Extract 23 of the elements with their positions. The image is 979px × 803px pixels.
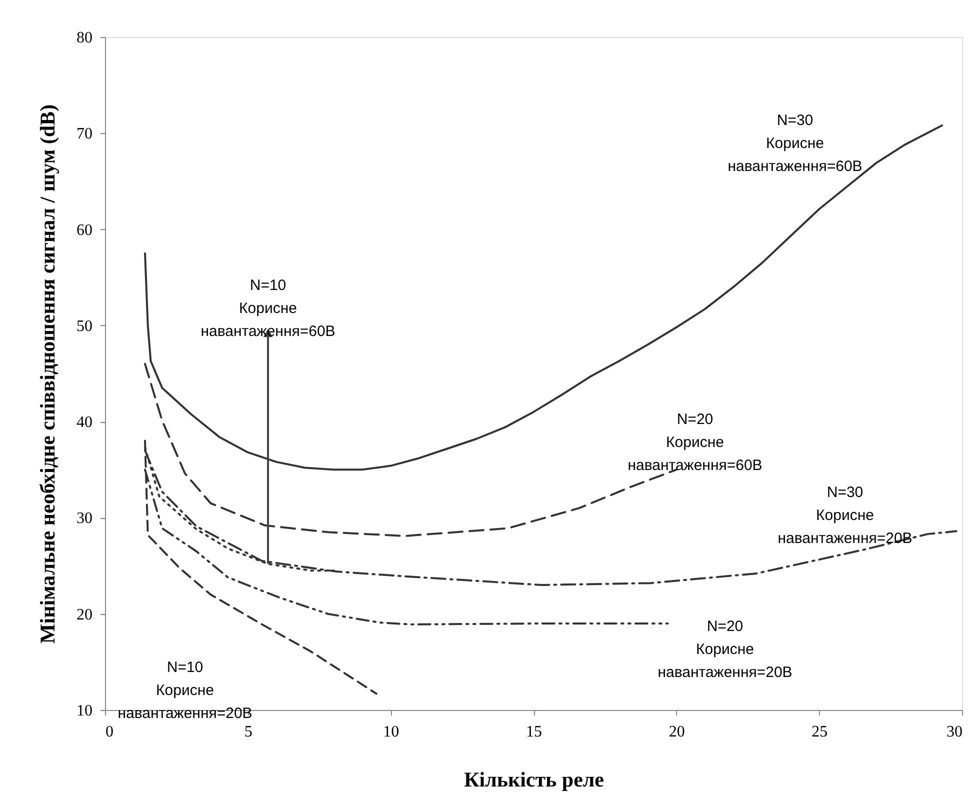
- annotation: N=30 Корисне навантаження=20В: [778, 484, 912, 547]
- x-axis-title: Кількість реле: [464, 768, 604, 792]
- y-tick-label: 20: [76, 606, 92, 624]
- annotation: N=20 Корисне навантаження=60В: [628, 411, 762, 474]
- x-tick-label: 10: [383, 724, 400, 740]
- annotation: N=10 Корисне навантаження=20В: [118, 659, 252, 722]
- y-tick-label: 70: [76, 126, 92, 143]
- annotation: N=30 Корисне навантаження=60В: [728, 112, 862, 175]
- y-tick-label: 30: [76, 510, 92, 528]
- x-tick-label: 30: [946, 724, 962, 740]
- y-axis-title: Мінімальне необхідне співвідношення сигнал / шум (dB): [36, 104, 60, 644]
- y-tick-label: 40: [76, 414, 92, 432]
- x-tick-label: 20: [668, 724, 685, 740]
- x-tick-label: 25: [812, 724, 828, 740]
- x-tick-label: 0: [106, 724, 114, 740]
- y-tick-label: 80: [76, 30, 92, 46]
- annotation: N=20 Корисне навантаження=20В: [658, 618, 792, 681]
- y-tick-label: 50: [76, 318, 92, 335]
- x-tick-label: 5: [244, 724, 252, 740]
- annotation: N=10 Корисне навантаження=60В: [200, 277, 336, 340]
- x-tick-label: 15: [526, 724, 542, 740]
- y-tick-label: 60: [76, 222, 92, 239]
- y-tick-label: 10: [76, 702, 92, 720]
